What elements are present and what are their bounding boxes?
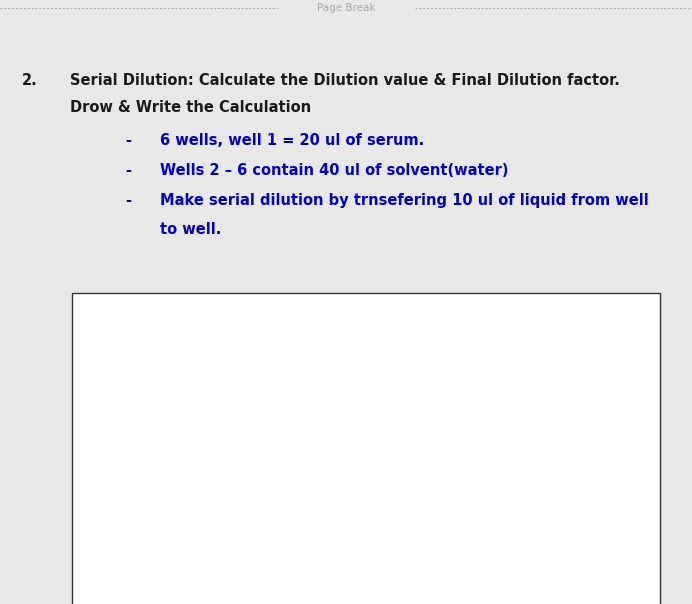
Text: -: - xyxy=(125,133,131,148)
Text: Serial Dilution: Calculate the Dilution value & Final Dilution factor.: Serial Dilution: Calculate the Dilution … xyxy=(70,73,620,88)
Text: Drow & Write the Calculation: Drow & Write the Calculation xyxy=(70,100,311,115)
Text: -: - xyxy=(125,163,131,178)
Text: 2.: 2. xyxy=(22,73,38,88)
Text: 6 wells, well 1 = 20 ul of serum.: 6 wells, well 1 = 20 ul of serum. xyxy=(160,133,424,148)
Text: to well.: to well. xyxy=(160,222,221,237)
Text: Make serial dilution by trnsefering 10 ul of liquid from well: Make serial dilution by trnsefering 10 u… xyxy=(160,193,649,208)
Text: Wells 2 – 6 contain 40 ul of solvent(water): Wells 2 – 6 contain 40 ul of solvent(wat… xyxy=(160,163,509,178)
FancyBboxPatch shape xyxy=(72,293,660,604)
Text: -: - xyxy=(125,193,131,208)
Text: Page Break: Page Break xyxy=(317,3,375,13)
